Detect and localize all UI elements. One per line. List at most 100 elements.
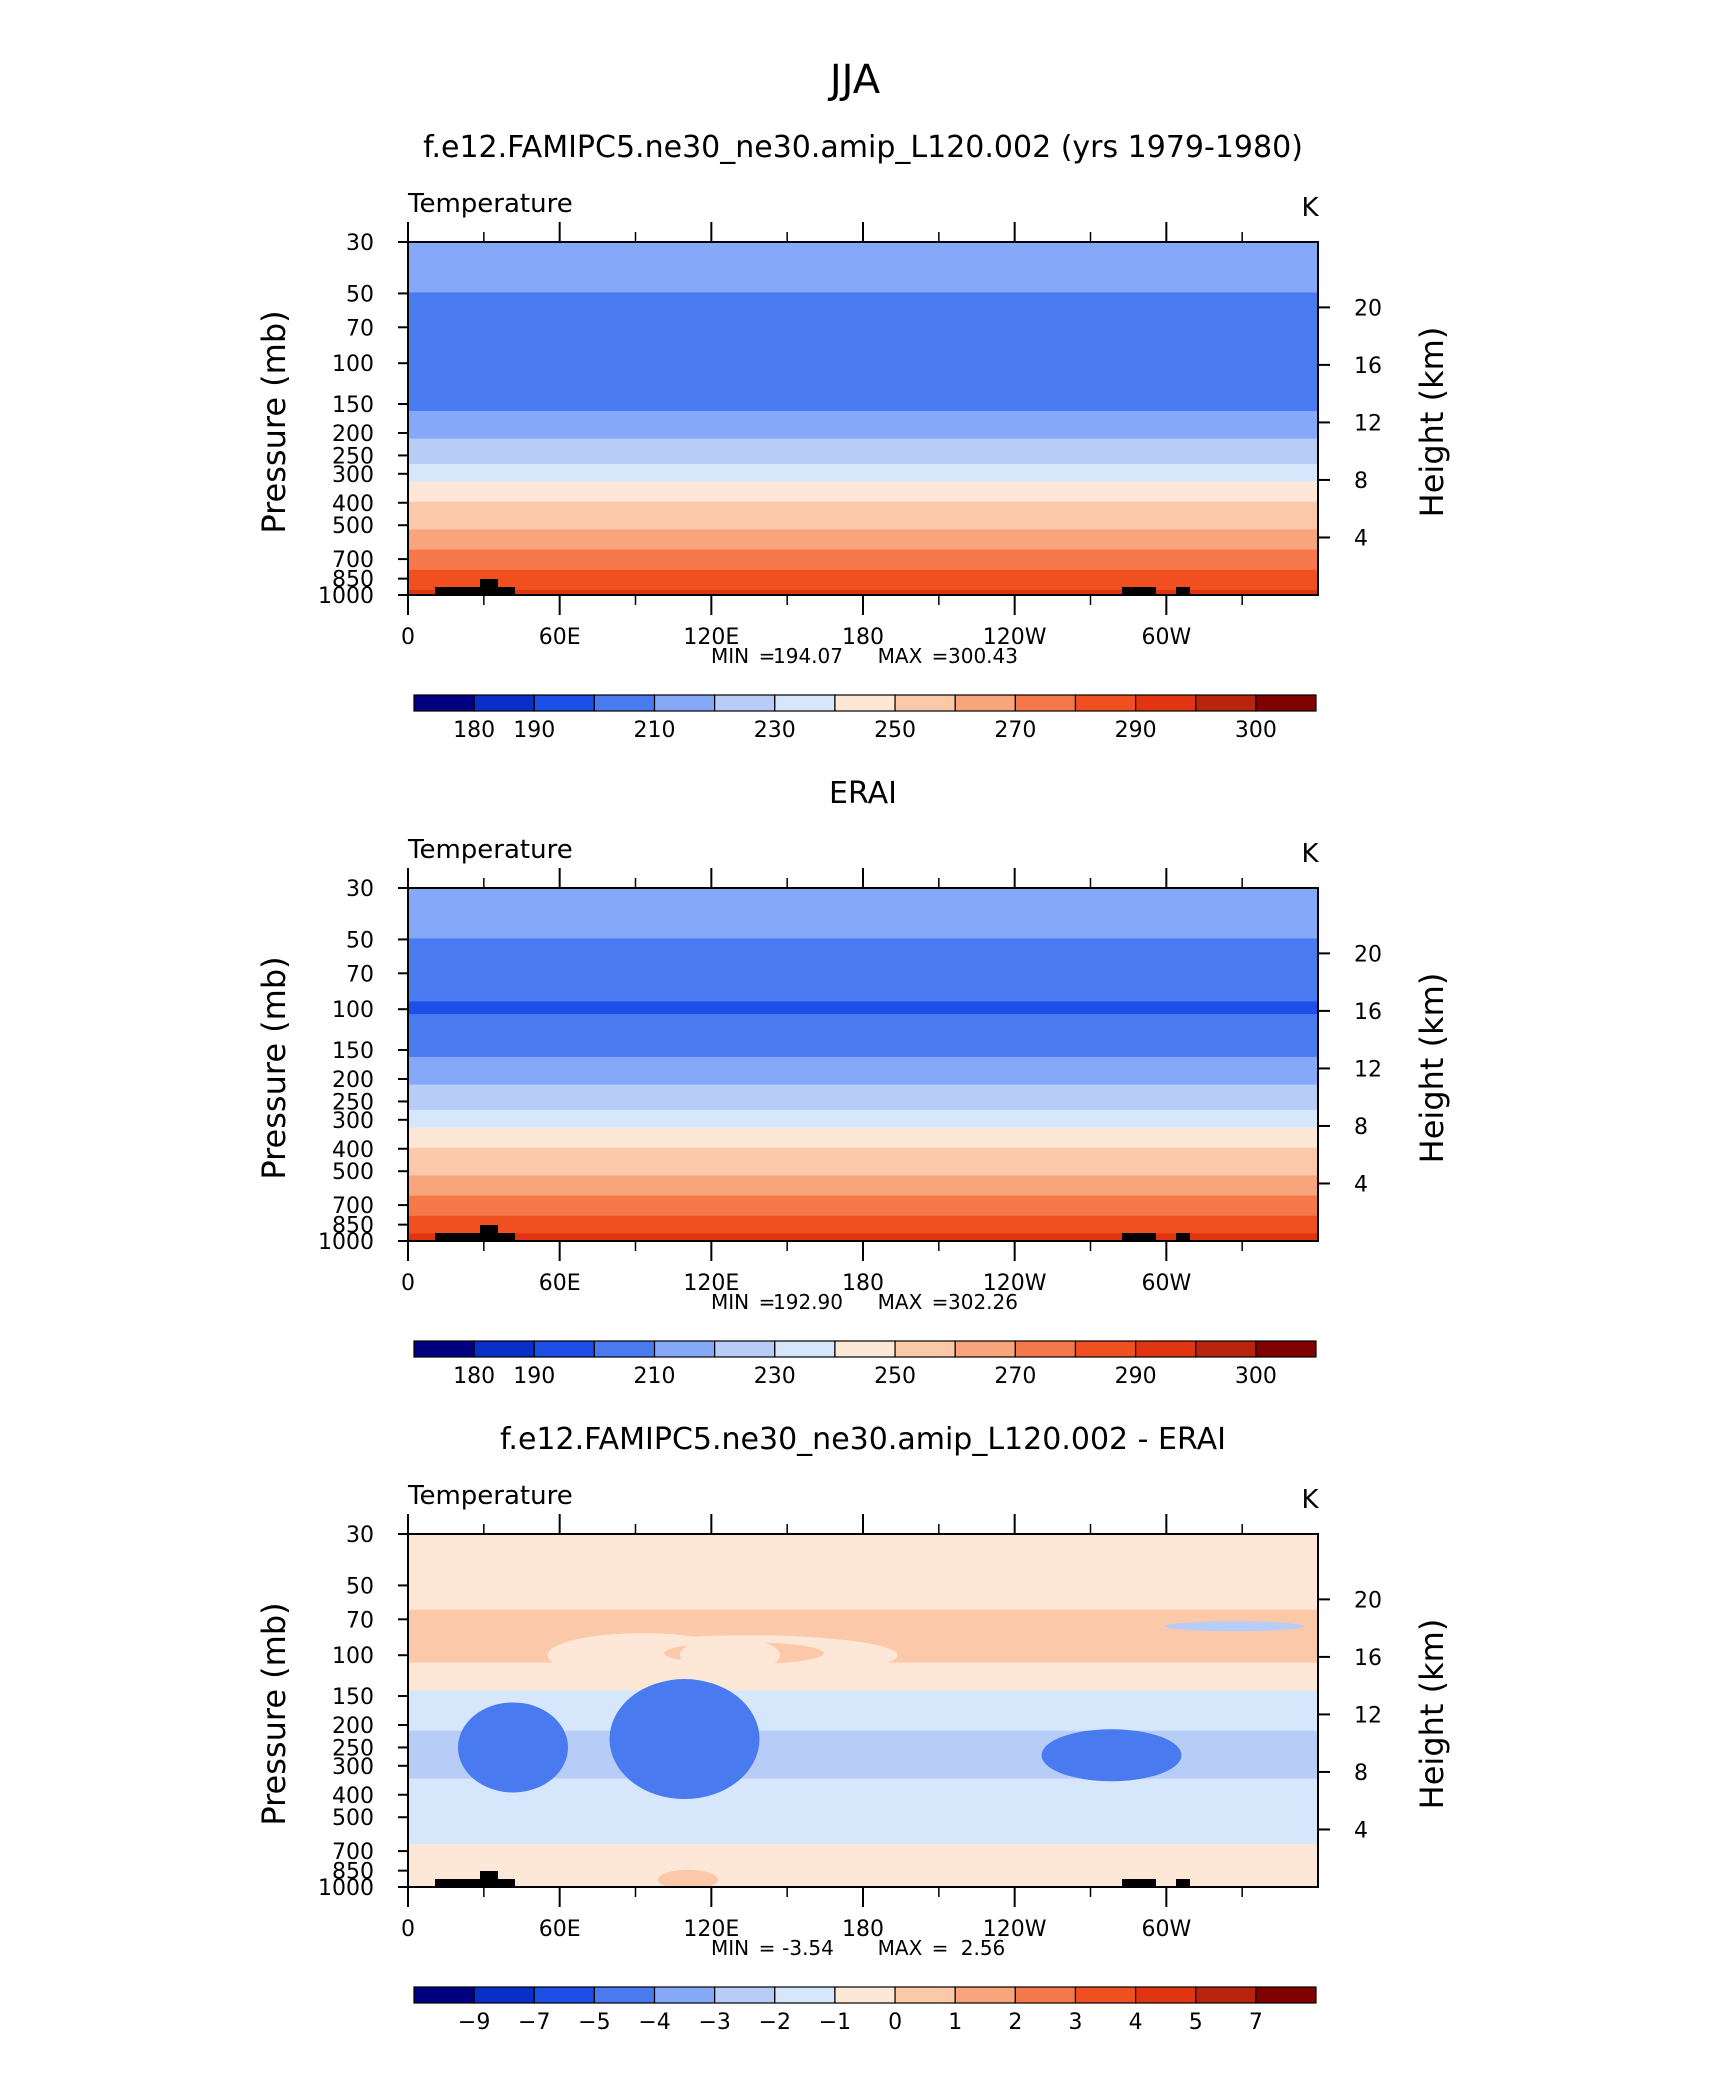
contour-band (408, 976, 1318, 980)
contour-band (408, 1861, 1318, 1865)
contour-band (408, 968, 1318, 972)
contour-band (408, 247, 1318, 251)
contour-band (408, 1031, 1318, 1035)
pressure-tick-label: 70 (346, 316, 374, 341)
colorbar-label: 230 (754, 718, 796, 743)
colorbar-swatch (894, 694, 956, 712)
contour-band (408, 491, 1318, 495)
contour-band (408, 1695, 1318, 1699)
contour-band (408, 325, 1318, 329)
pressure-tick-label: 300 (332, 463, 374, 488)
contour-band (408, 1036, 1318, 1040)
contour-band (408, 1074, 1318, 1078)
contour-band (408, 905, 1318, 909)
contour-band (408, 315, 1318, 319)
contour-band (408, 446, 1318, 450)
x-tick-label: 120E (683, 1271, 739, 1296)
contour-band (408, 1622, 1318, 1626)
contour-band (408, 1564, 1318, 1568)
contour-band (408, 340, 1318, 344)
contour-band (408, 1119, 1318, 1124)
contour-band (408, 1629, 1318, 1633)
contour-band (408, 357, 1318, 362)
y-axis-title-left: Pressure (mb) (255, 1602, 293, 1825)
contour-band (408, 1160, 1318, 1164)
contour-band (408, 1208, 1318, 1212)
colorbar-label: 300 (1235, 718, 1277, 743)
pressure-tick-label: 200 (332, 1714, 374, 1739)
contour-band (408, 1127, 1318, 1131)
pressure-tick-label: 400 (332, 492, 374, 517)
contour-band (408, 1811, 1318, 1815)
stat-equals: = (759, 1936, 776, 1960)
pressure-tick-label: 30 (346, 877, 374, 902)
contour-band (408, 1541, 1318, 1545)
contour-band (408, 1082, 1318, 1086)
terrain-mask (1176, 587, 1190, 595)
colorbar-swatch (1014, 1340, 1077, 1358)
contour-band (408, 1702, 1318, 1707)
contour-band (408, 1713, 1318, 1717)
colorbar-label: 4 (1129, 2010, 1143, 2035)
contour-band (408, 1627, 1318, 1631)
contour-band (408, 501, 1318, 505)
contour-band (408, 956, 1318, 960)
colorbar-label: 180 (453, 718, 495, 743)
contour-band (408, 1753, 1318, 1757)
contour-band (408, 971, 1318, 975)
contour-band (408, 1087, 1318, 1091)
contour-band (408, 514, 1318, 518)
contour-band (408, 332, 1318, 336)
contour-band (408, 913, 1318, 917)
contour-band (408, 1094, 1318, 1098)
contour-band (408, 1039, 1318, 1043)
pressure-tick-label: 70 (346, 1608, 374, 1633)
stat-min-label: MIN (711, 1936, 749, 1960)
contour-band (408, 1003, 1318, 1008)
contour-band (408, 249, 1318, 253)
units-label: K (1301, 1485, 1319, 1515)
contour-band (408, 375, 1318, 379)
contour-band (408, 461, 1318, 465)
colorbar-label: −4 (638, 2010, 670, 2035)
colorbar-swatch (653, 1986, 716, 2004)
contour-band (408, 1238, 1318, 1241)
contour-band (408, 1670, 1318, 1674)
contour-band (408, 441, 1318, 445)
contour-band (408, 1869, 1318, 1873)
contour-band (408, 1692, 1318, 1696)
contour-band (408, 1718, 1318, 1722)
contour-band (408, 1559, 1318, 1563)
contour-band (408, 1839, 1318, 1843)
contour-patch (609, 1679, 760, 1800)
contour-band (408, 1079, 1318, 1083)
contour-band (408, 1069, 1318, 1073)
contour-band (408, 1150, 1318, 1154)
contour-band (408, 468, 1318, 473)
pressure-tick-label: 50 (346, 928, 374, 953)
contour-band (408, 1720, 1318, 1724)
contour-band (408, 542, 1318, 546)
terrain-mask (1176, 1879, 1190, 1887)
contour-band (408, 262, 1318, 266)
contour-band (408, 1801, 1318, 1805)
contour-band (408, 294, 1318, 299)
contour-band (408, 1536, 1318, 1540)
contour-band (408, 342, 1318, 346)
pressure-tick-label: 700 (332, 1840, 374, 1865)
stat-max: 302.26 (948, 1290, 1018, 1314)
contour-band (408, 504, 1318, 508)
pressure-tick-label: 1000 (318, 584, 374, 609)
contour-band (408, 1167, 1318, 1171)
x-tick-label: 180 (842, 625, 884, 650)
contour-band (408, 1707, 1318, 1712)
contour-band (408, 1092, 1318, 1096)
contour-band (408, 1748, 1318, 1752)
colorbar-swatch (1255, 1986, 1317, 2004)
contour-band (408, 1755, 1318, 1760)
pressure-tick-label: 500 (332, 1806, 374, 1831)
contour-band (408, 1846, 1318, 1850)
contour-band (408, 940, 1318, 945)
colorbar-swatch (1014, 1986, 1077, 2004)
contour-band (408, 1061, 1318, 1066)
